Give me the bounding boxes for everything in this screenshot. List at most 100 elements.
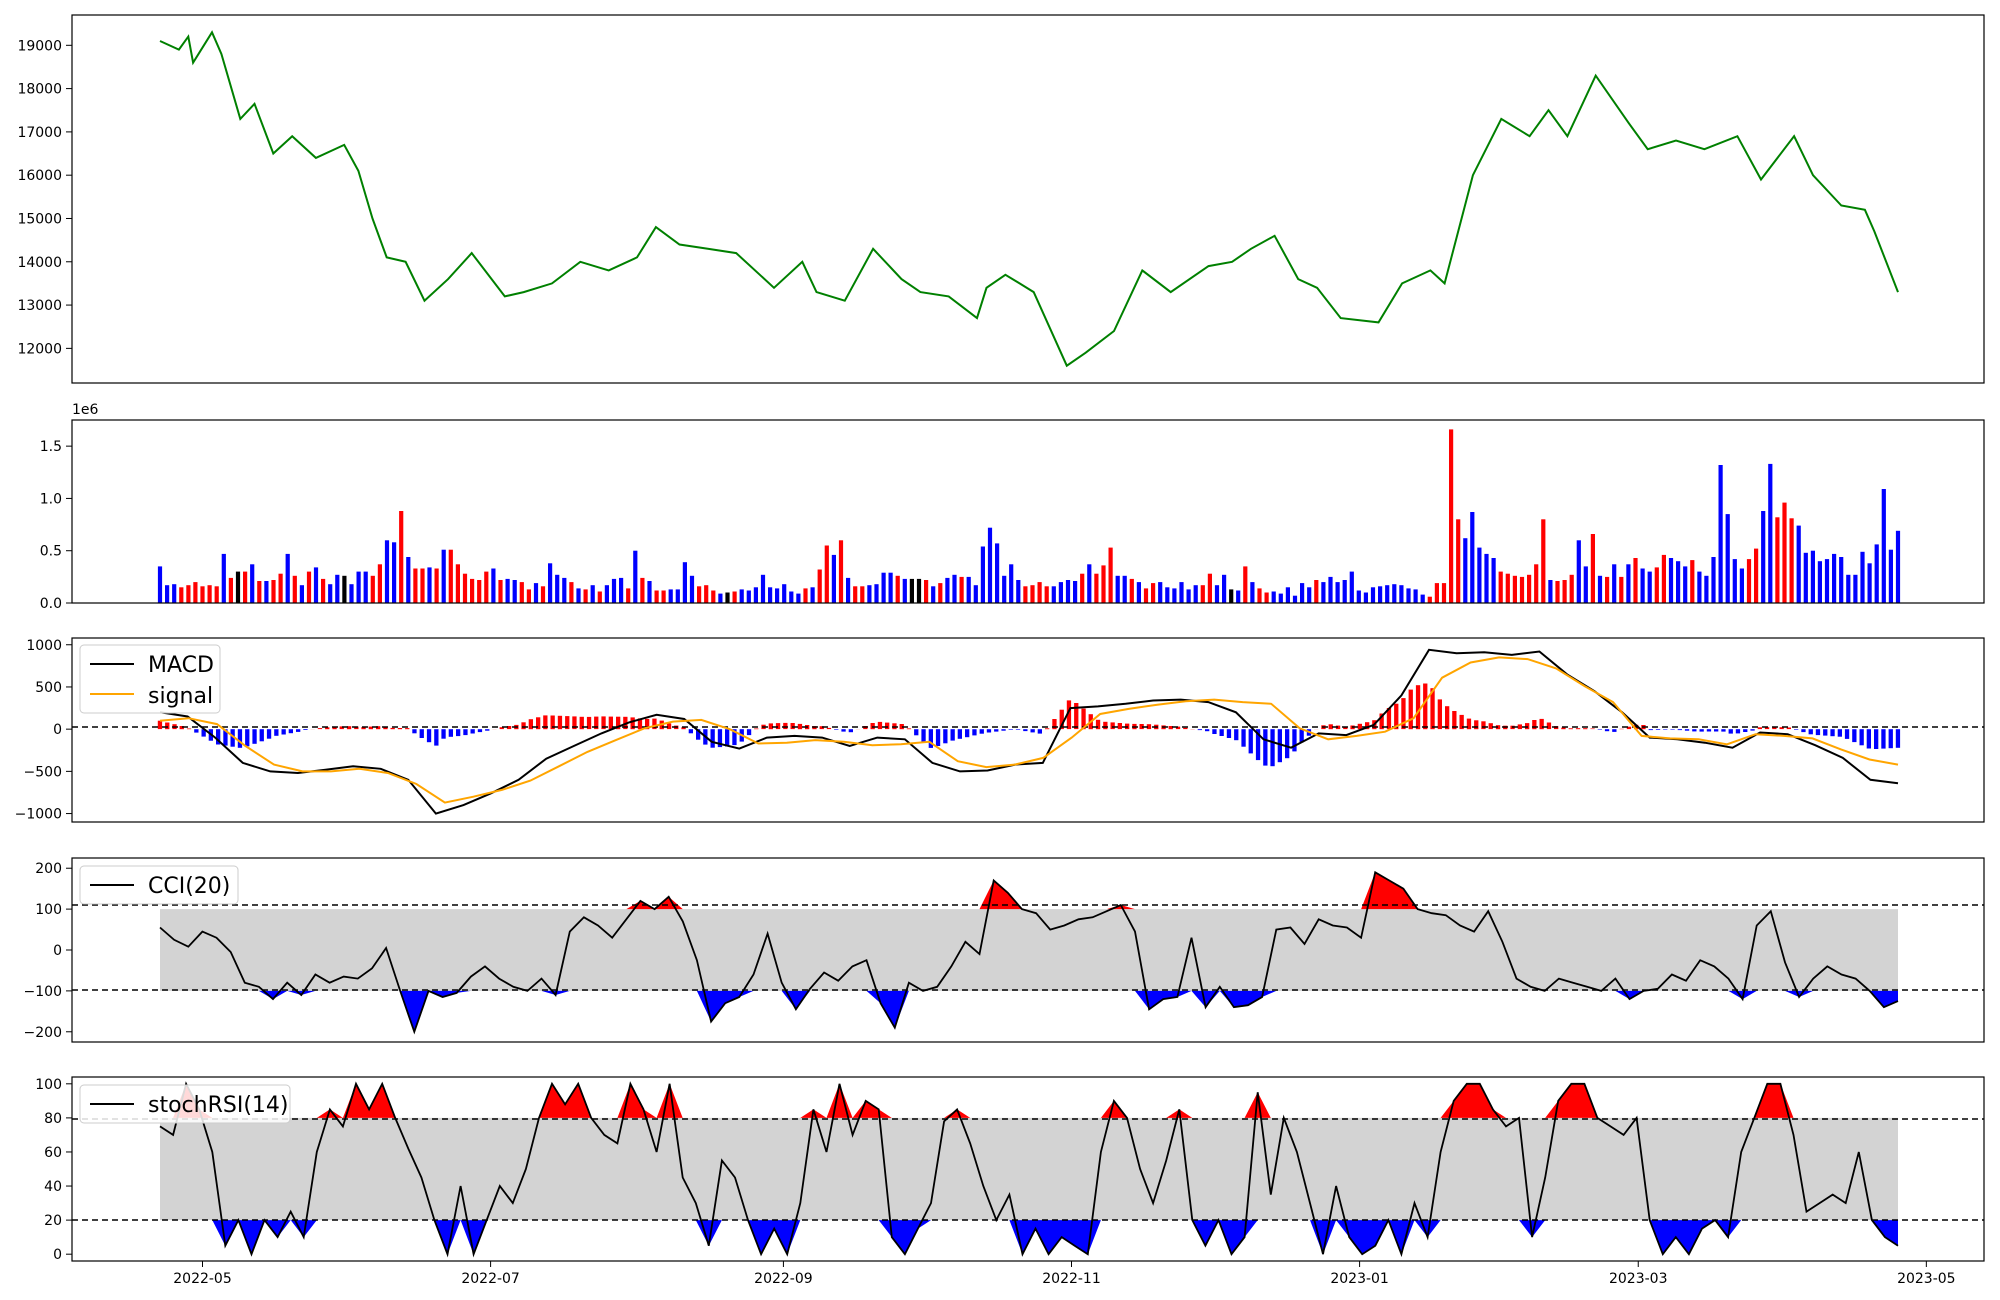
date-x-axis: 2022-05 2022-07 2022-09 2022-11 2023-01 2023-…: [173, 1261, 1956, 1287]
volume-bar: [207, 585, 212, 603]
macd-histogram-bar: [550, 715, 555, 730]
macd-histogram-bar: [1677, 729, 1682, 731]
macd-histogram-bar: [434, 729, 439, 746]
macd-histogram-bar: [346, 726, 352, 730]
macd-histogram-bar: [972, 729, 977, 736]
volume-bar: [1874, 544, 1879, 603]
macd-histogram-bar: [1532, 720, 1537, 730]
macd-histogram-bar: [1663, 729, 1668, 730]
macd-histogram-bar: [1786, 727, 1791, 730]
macd-histogram-bar: [1394, 703, 1399, 730]
price-y-tick-label: 15000: [17, 211, 62, 227]
macd-y-tick-label: −1000: [15, 807, 62, 823]
macd-histogram-bar: [1590, 728, 1595, 730]
macd-histogram-bar: [1539, 718, 1544, 730]
volume-bar: [1768, 463, 1773, 603]
volume-bar: [1264, 592, 1269, 603]
macd-histogram-bar: [1895, 729, 1901, 748]
macd-histogram-bar: [783, 722, 788, 730]
cci-y-tick-label: −100: [24, 984, 62, 1000]
price-y-tick-label: 13000: [17, 298, 62, 314]
stochrsi-y-tick-label: 20: [44, 1213, 62, 1229]
macd-histogram-bar: [1823, 729, 1828, 736]
macd-histogram-bar: [1234, 729, 1239, 741]
macd-histogram-bar: [797, 723, 803, 730]
volume-bar: [1782, 502, 1787, 603]
volume-bar: [1534, 564, 1539, 603]
volume-bar: [1115, 575, 1120, 603]
macd-histogram-bar: [288, 729, 293, 734]
macd-histogram-bar: [266, 729, 272, 739]
macd-histogram-bar: [601, 716, 606, 730]
volume-bar: [1307, 587, 1312, 603]
macd-histogram-bar: [499, 727, 504, 730]
macd-histogram-bar: [1561, 727, 1566, 730]
macd-histogram-bar: [165, 722, 170, 730]
cci-panel: −200 −100 0 100 200 CCI(20): [24, 857, 1985, 1043]
macd-histogram-bar: [1045, 728, 1050, 730]
macd-histogram-bar: [543, 715, 548, 730]
price-panel: 12000 13000 14000 15000 16000 17000 18000 19000: [17, 14, 1985, 384]
volume-bar: [980, 546, 985, 603]
volume-bar: [1200, 585, 1205, 603]
macd-histogram-bar: [1597, 729, 1602, 730]
volume-bar: [278, 573, 283, 603]
macd-histogram-bar: [536, 717, 541, 730]
volume-bar: [1519, 576, 1525, 603]
stochrsi-y-tick-label: 80: [44, 1111, 62, 1127]
volume-bar: [540, 586, 546, 603]
macd-histogram-bar: [194, 729, 199, 733]
signal-legend-label: signal: [148, 684, 213, 709]
volume-bar: [789, 591, 794, 603]
volume-bar: [1385, 585, 1390, 603]
macd-histogram-bar: [1808, 729, 1813, 735]
stochrsi-y-tick-label: 40: [44, 1179, 62, 1195]
macd-histogram-bar: [1699, 729, 1704, 732]
macd-histogram-bar: [1546, 722, 1552, 730]
volume-bar: [1569, 574, 1574, 603]
volume-bar: [1449, 429, 1454, 603]
volume-bar: [775, 588, 780, 603]
macd-histogram-bar: [448, 729, 453, 737]
volume-bar: [711, 590, 716, 603]
macd-histogram-bar: [928, 729, 933, 748]
price-y-tick-label: 19000: [17, 38, 62, 54]
macd-histogram-bar: [1437, 699, 1442, 730]
volume-bar: [1030, 585, 1035, 603]
macd-histogram-bar: [1226, 729, 1232, 738]
volume-bar: [1895, 530, 1901, 603]
volume-bar: [179, 587, 184, 603]
volume-bar: [1881, 489, 1886, 603]
macd-histogram-bar: [1859, 729, 1864, 746]
cci-legend-label: CCI(20): [148, 874, 230, 899]
volume-bar: [462, 573, 468, 603]
macd-histogram-bar: [1452, 711, 1457, 730]
macd-histogram-bar: [463, 729, 468, 736]
volume-bar: [576, 588, 581, 603]
volume-bar: [881, 572, 886, 603]
macd-histogram-bar: [1801, 729, 1806, 733]
volume-bar: [384, 540, 390, 603]
macd-histogram-bar: [957, 729, 962, 739]
macd-histogram-bar: [1343, 726, 1348, 730]
volume-bar: [519, 582, 524, 603]
volume-bar: [1505, 573, 1510, 603]
volume-bar: [1633, 558, 1638, 603]
macd-histogram-bar: [1183, 727, 1188, 730]
volume-bar: [1824, 559, 1830, 603]
stochrsi-line: [159, 1081, 1899, 1258]
cci-y-tick-label: −200: [24, 1025, 62, 1041]
volume-bar: [668, 589, 673, 603]
volume-bar: [512, 580, 517, 603]
volume-bar: [1172, 588, 1177, 603]
macd-histogram-bar: [1241, 729, 1246, 747]
macd-histogram-bar: [732, 729, 737, 746]
volume-bar: [335, 574, 340, 603]
cci-legend: CCI(20): [79, 865, 239, 905]
volume-bar: [732, 591, 737, 603]
volume-bars: [157, 429, 1901, 603]
volume-bar: [349, 584, 354, 603]
macd-histogram-bar: [1219, 729, 1224, 736]
volume-bar: [924, 580, 929, 603]
macd-histogram-bar: [245, 729, 250, 747]
